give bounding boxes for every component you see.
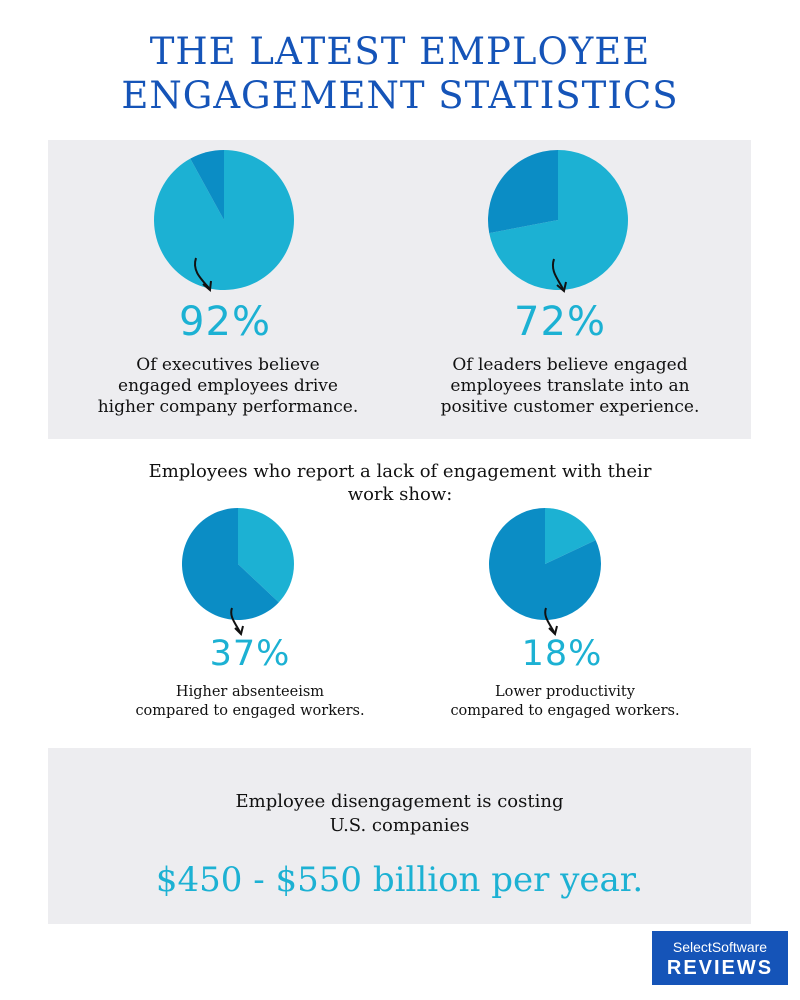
intro-line-2: work show: [347, 484, 453, 505]
description-line: positive customer experience. [440, 397, 700, 417]
logo-top-text: SelectSoftware [672, 939, 768, 955]
title-line-2: ENGAGEMENT STATISTICS [121, 74, 679, 117]
page-title: THE LATEST EMPLOYEE ENGAGEMENT STATISTIC… [0, 30, 800, 118]
percent-label-absenteeism: 37% [209, 634, 291, 674]
percent-label-leaders: 72% [514, 299, 606, 345]
arrow-icon [552, 258, 567, 293]
pie-chart-executives [154, 150, 295, 290]
description-line: engaged employees drive [118, 376, 338, 396]
description-absenteeism: Higher absenteeism compared to engaged w… [100, 683, 400, 721]
pie-slice-highlight [545, 508, 596, 564]
description-line: higher company performance. [97, 397, 359, 417]
description-line: compared to engaged workers. [135, 703, 365, 719]
cost-panel [48, 748, 751, 924]
title-line-1: THE LATEST EMPLOYEE [149, 30, 651, 73]
pie-chart-productivity [488, 508, 601, 620]
pie-chart-leaders [487, 150, 628, 290]
pie-slice-highlight [154, 150, 295, 290]
percent-label-productivity: 18% [521, 634, 603, 674]
pie-slice-remainder [488, 508, 601, 620]
description-line: Of executives believe [136, 355, 320, 375]
description-line: Of leaders believe engaged [452, 355, 688, 375]
description-line: Lower productivity [495, 684, 635, 700]
cost-label: Employee disengagement is costing U.S. c… [48, 790, 751, 838]
arrow-icon [544, 607, 558, 636]
disengagement-intro: Employees who report a lack of engagemen… [40, 460, 760, 506]
pie-slice-highlight [489, 150, 628, 290]
cost-line-1: Employee disengagement is costing [235, 791, 564, 812]
description-line: Higher absenteeism [175, 684, 325, 700]
description-line: employees translate into an [450, 376, 690, 396]
pie-slice-highlight [238, 508, 294, 603]
pie-chart-absenteeism [181, 508, 294, 620]
selectsoftware-reviews-logo: SelectSoftware REVIEWS [652, 931, 788, 985]
logo-bottom-text: REVIEWS [666, 957, 774, 979]
cost-line-2: U.S. companies [329, 815, 470, 836]
pie-slice-remainder [487, 150, 558, 234]
cost-value: $450 - $550 billion per year. [155, 860, 644, 900]
description-productivity: Lower productivity compared to engaged w… [415, 683, 715, 721]
intro-line-1: Employees who report a lack of engagemen… [148, 461, 652, 482]
arrow-icon [194, 257, 212, 292]
description-leaders: Of leaders believe engaged employees tra… [410, 355, 730, 418]
pie-slice-remainder [181, 508, 279, 620]
description-line: compared to engaged workers. [450, 703, 680, 719]
description-executives: Of executives believe engaged employees … [78, 355, 378, 418]
pie-slice-remainder [190, 150, 224, 220]
arrow-icon [230, 607, 244, 636]
percent-label-executives: 92% [179, 299, 271, 345]
